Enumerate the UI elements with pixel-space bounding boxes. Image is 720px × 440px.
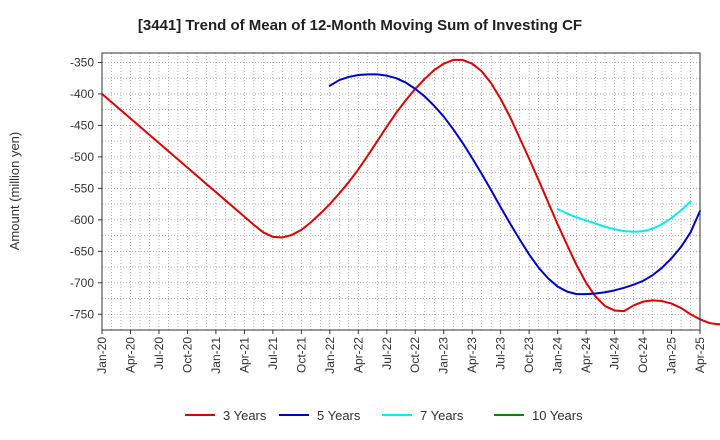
x-tick-label: Jan-23 [437, 337, 451, 374]
x-tick-label: Oct-22 [408, 337, 422, 373]
x-tick-label: Jul-21 [266, 337, 280, 370]
y-tick-label: -600 [70, 213, 94, 227]
series-line-3-years [101, 58, 720, 326]
x-tick-label: Jul-20 [152, 337, 166, 370]
x-tick-label: Apr-22 [351, 337, 365, 373]
series-line-7-years [556, 200, 692, 233]
x-tick-label: Apr-23 [465, 337, 479, 373]
x-tick-label: Apr-20 [123, 337, 137, 373]
plot-border [101, 52, 701, 331]
y-tick-label: -350 [70, 55, 94, 69]
series-line-5-years [328, 73, 701, 296]
x-tick-label: Jan-22 [323, 337, 337, 374]
y-axis-label: Amount (million yen) [7, 132, 22, 251]
x-tick-label: Oct-21 [294, 337, 308, 373]
legend-label-5-years: 5 Years [317, 408, 361, 423]
y-tick-label: -750 [70, 307, 94, 321]
chart-title: [3441] Trend of Mean of 12-Month Moving … [138, 17, 582, 34]
x-tick-label: Jul-23 [494, 337, 508, 370]
x-tick-label: Oct-23 [522, 337, 536, 373]
x-tick-label: Apr-21 [237, 337, 251, 373]
legend: 3 Years 5 Years 7 Years 10 Years [185, 408, 583, 423]
x-tick-label: Jan-25 [665, 337, 679, 374]
x-tick-label: Apr-24 [579, 337, 593, 373]
x-axis: Jan-20 Apr-20 Jul-20 Oct-20 Jan-21 Apr-21 Jul-… [95, 330, 707, 374]
y-tick-label: -500 [70, 150, 94, 164]
x-tick-label: Jul-22 [380, 337, 394, 370]
y-tick-label: -700 [70, 276, 94, 290]
x-tick-label: Oct-24 [636, 337, 650, 373]
x-tick-label: Jul-24 [608, 337, 622, 370]
series-lines [101, 58, 720, 326]
x-tick-label: Jan-24 [551, 337, 565, 374]
y-tick-label: -650 [70, 244, 94, 258]
legend-label-10-years: 10 Years [532, 408, 583, 423]
x-tick-label: Apr-25 [693, 337, 707, 373]
y-axis: -350 -400 -450 -500 -550 -600 -650 -700 -750 [70, 55, 102, 321]
x-tick-label: Jan-21 [209, 337, 223, 374]
y-tick-label: -400 [70, 87, 94, 101]
legend-label-3-years: 3 Years [223, 408, 267, 423]
y-tick-label: -450 [70, 118, 94, 132]
x-tick-label: Oct-20 [180, 337, 194, 373]
legend-label-7-years: 7 Years [420, 408, 464, 423]
plot-area [102, 53, 700, 330]
y-tick-label: -550 [70, 181, 94, 195]
x-tick-label: Jan-20 [95, 337, 109, 374]
